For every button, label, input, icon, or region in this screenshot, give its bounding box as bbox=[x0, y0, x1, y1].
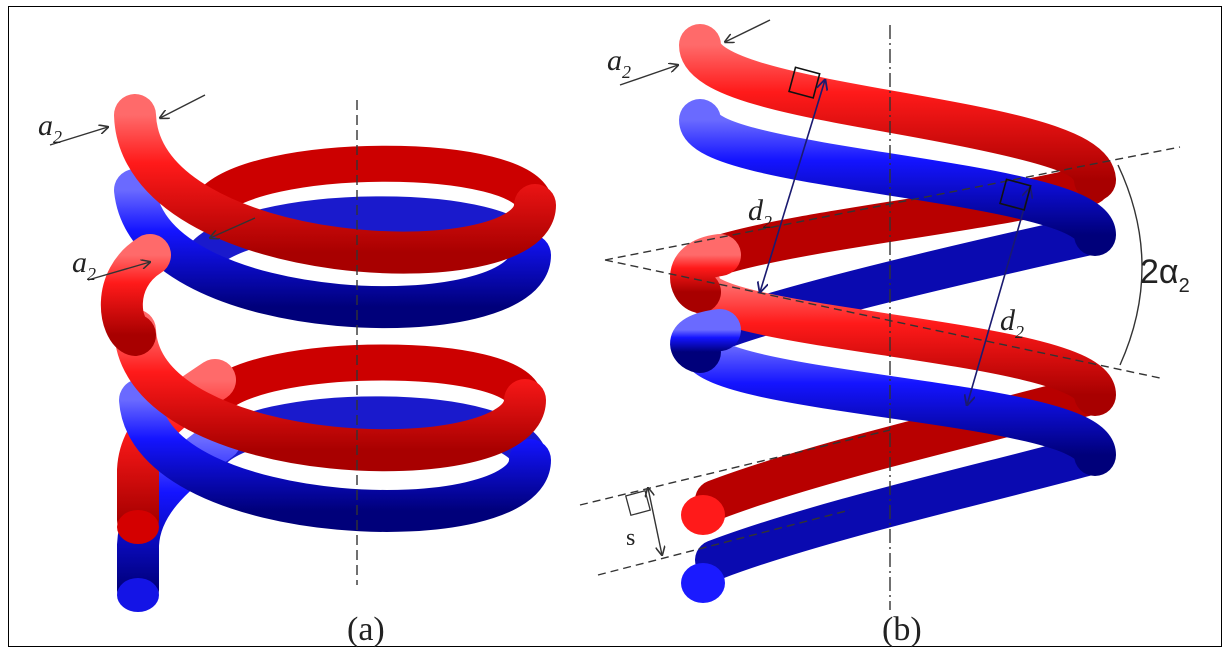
panel-b-right-angle-mark-gap bbox=[624, 489, 652, 517]
panel-b-label-a2: a2 bbox=[607, 44, 631, 82]
panel-b-arrow-a2-right bbox=[725, 19, 771, 42]
panel-b-blue-back-lower bbox=[695, 435, 1110, 580]
panel-b-label-d2-second: d2 bbox=[1000, 304, 1024, 342]
panel-b-label-d2: d2 bbox=[748, 194, 772, 232]
panel-b-caption: (b) bbox=[882, 611, 922, 648]
panel-a-label-a2-second: a2 bbox=[72, 246, 96, 284]
panel-b-red-wrap-left bbox=[670, 234, 741, 313]
panel-b-gap-line-lower bbox=[597, 509, 851, 576]
panel-b-tangent-upper bbox=[604, 146, 1181, 261]
panel-a-label-a2: a2 bbox=[38, 109, 62, 147]
panel-b-label-angle: 2α2 bbox=[1140, 253, 1190, 297]
panel-b-red-front-mid bbox=[679, 264, 1116, 416]
panel-a-blue-end-cap bbox=[117, 578, 159, 612]
panel-b-arrow-a2-left bbox=[619, 65, 678, 86]
panel-a-red-upper-coil bbox=[114, 94, 556, 274]
panel-a-red-ring-bottom-front bbox=[114, 309, 546, 472]
panel-b-angle-arc bbox=[1117, 164, 1143, 366]
panel-b-blue-wrap-left bbox=[670, 309, 741, 373]
panel-a-arrow-a2b-left bbox=[87, 262, 150, 281]
panel-a-caption: (a) bbox=[347, 611, 385, 648]
panel-b-arrow-d2-right bbox=[967, 188, 1030, 405]
panel-b-arrow-s bbox=[648, 488, 662, 555]
panel-a-red-ring-top-back bbox=[192, 145, 553, 223]
panel-a-blue-ring-bottom-front bbox=[119, 379, 551, 532]
panel-a: a2 a2 (a) bbox=[38, 94, 556, 648]
panel-b-blue-front-mid bbox=[679, 324, 1116, 476]
panel-a-red-end-cap bbox=[117, 510, 159, 544]
panel-a-arrow-a2b-right bbox=[210, 217, 256, 238]
panel-b-red-end-cap bbox=[681, 495, 725, 535]
panel-a-red-mid-coil bbox=[100, 234, 171, 356]
panel-b-arrow-d2-left bbox=[760, 80, 825, 292]
panel-b-label-s: s bbox=[626, 525, 635, 551]
panel-b-right-angle-mark-top bbox=[788, 66, 821, 99]
panel-b-right-angle-mark-mid bbox=[999, 178, 1032, 211]
panel-b-tangent-lower bbox=[604, 259, 1161, 379]
panel-a-arrow-a2-right bbox=[160, 94, 206, 118]
panel-b-blue-front-top bbox=[679, 99, 1116, 256]
panel-a-red-ring-bottom-back bbox=[197, 344, 543, 418]
panel-b-blue-end-cap bbox=[681, 563, 725, 603]
panel-b-gap-line-upper bbox=[579, 429, 891, 506]
panel-b: a2 d2 d2 2α2 s (b) bbox=[579, 19, 1190, 648]
panel-b-red-front-top bbox=[679, 24, 1116, 201]
panel-a-arrow-a2-left bbox=[49, 127, 108, 146]
